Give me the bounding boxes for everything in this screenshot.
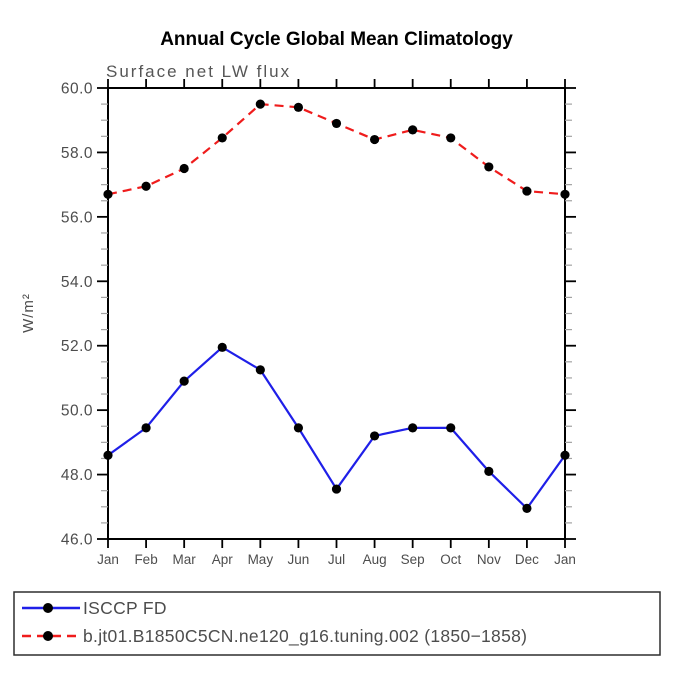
legend-marker (43, 631, 53, 641)
data-point-marker (522, 186, 532, 196)
data-point-marker (369, 134, 380, 145)
y-tick-label: 46.0 (61, 532, 93, 549)
data-point-marker (331, 118, 342, 129)
legend-marker (43, 603, 53, 613)
x-tick-label: Sep (401, 552, 425, 567)
x-tick-label: Aug (363, 552, 387, 567)
series-line-isccp-fd (107, 346, 566, 510)
y-tick-label: 52.0 (61, 338, 93, 355)
y-tick-label: 56.0 (61, 209, 93, 226)
x-tick-label: Dec (515, 552, 539, 567)
data-point-marker (103, 450, 113, 460)
x-tick-label: Feb (134, 552, 157, 567)
data-point-marker (103, 189, 113, 199)
series-line-model (107, 103, 566, 196)
chart-title: Annual Cycle Global Mean Climatology (160, 29, 513, 50)
x-tick-label: Jun (288, 552, 310, 567)
data-point-marker (255, 99, 265, 109)
x-tick-label: Mar (173, 552, 197, 567)
data-point-marker (217, 342, 227, 352)
data-point-marker (522, 503, 532, 513)
x-tick-label: Jul (328, 552, 345, 567)
x-tick-label: Apr (212, 552, 234, 567)
x-tick-label: Jan (97, 552, 119, 567)
legend-box (13, 591, 661, 656)
data-point-marker (293, 423, 304, 433)
data-point-marker (217, 133, 227, 143)
data-point-marker (179, 163, 189, 174)
data-point-marker (293, 102, 304, 112)
chart-subtitle: Surface net LW flux (106, 62, 291, 81)
x-tick-label: May (248, 552, 274, 567)
y-tick-label: 60.0 (61, 81, 93, 98)
x-tick-label: Oct (440, 552, 461, 567)
y-axis-label: W/m² (20, 293, 37, 333)
data-point-marker (484, 162, 494, 172)
data-point-marker (141, 181, 151, 191)
legend-label: b.jt01.B1850C5CN.ne120_g16.tuning.002 (1… (83, 626, 527, 647)
data-point-marker (331, 484, 342, 494)
y-tick-label: 54.0 (61, 274, 93, 291)
plot-frame (107, 87, 566, 540)
data-point-marker (484, 466, 494, 476)
y-tick-label: 58.0 (61, 145, 93, 162)
data-point-marker (408, 125, 418, 135)
data-point-marker (446, 133, 456, 143)
data-point-marker (560, 450, 570, 460)
x-tick-label: Jan (554, 552, 576, 567)
y-tick-label: 48.0 (61, 467, 93, 484)
data-point-marker (446, 423, 456, 433)
legend-label: ISCCP FD (83, 598, 167, 618)
data-point-marker (141, 423, 151, 433)
data-point-marker (369, 431, 380, 441)
data-point-marker (255, 365, 265, 375)
data-point-marker (179, 376, 189, 386)
x-tick-label: Nov (477, 552, 501, 567)
data-point-marker (408, 423, 418, 433)
data-point-marker (560, 189, 570, 199)
y-tick-label: 50.0 (61, 403, 93, 420)
